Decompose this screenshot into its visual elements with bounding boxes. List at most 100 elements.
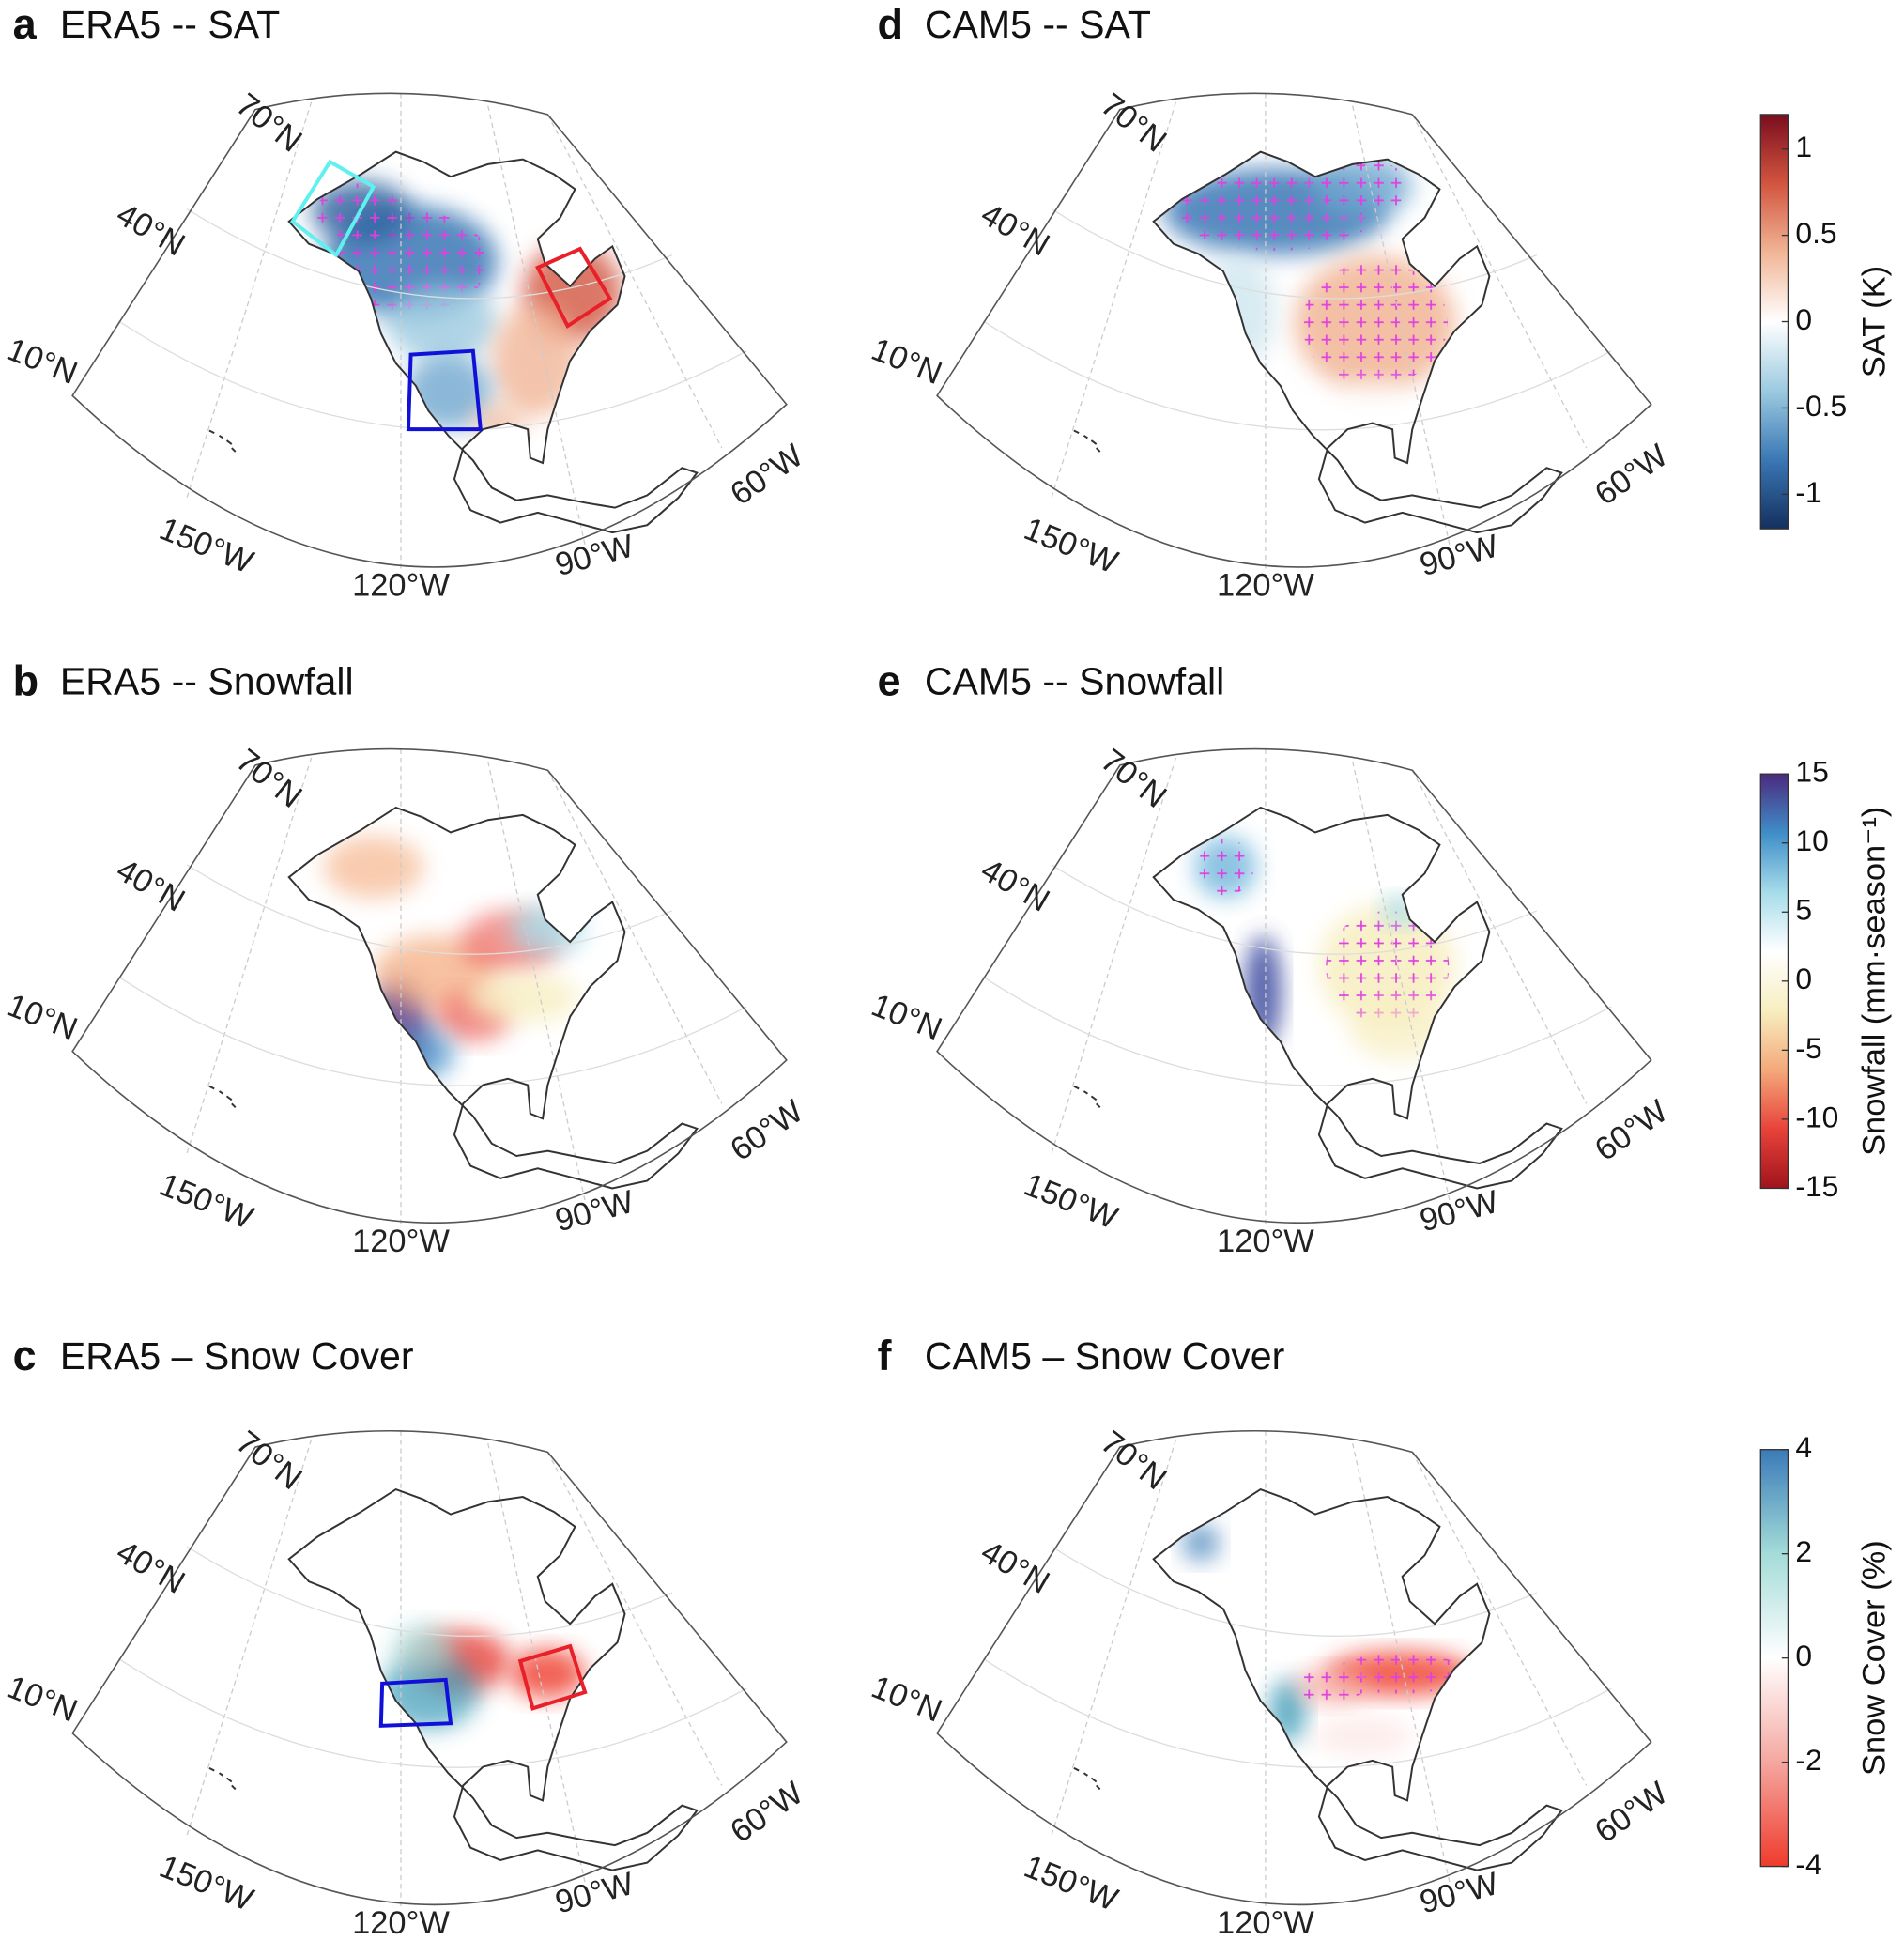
latitude-label: 40°N	[975, 196, 1055, 263]
parallel	[1051, 208, 1538, 300]
anomaly	[1244, 935, 1282, 1048]
longitude-label: 120°W	[1217, 568, 1314, 604]
colorbar-tick-label: 4	[1795, 1430, 1812, 1464]
longitude-label: 90°W	[551, 1866, 637, 1921]
anomaly	[1182, 1524, 1220, 1562]
meridian	[1411, 769, 1588, 1104]
panel-letter: c	[13, 1332, 37, 1379]
colorbar-tick-label: -15	[1795, 1169, 1838, 1203]
latitude-label: 70°N	[229, 86, 308, 159]
parallel	[982, 976, 1612, 1086]
field	[1194, 836, 1456, 1060]
islands	[208, 1767, 237, 1791]
islands	[208, 1085, 237, 1109]
latitude-label: 40°N	[975, 1534, 1055, 1601]
colorbar-tick-label: 15	[1795, 755, 1828, 789]
anomaly	[467, 973, 579, 1024]
field	[1163, 155, 1456, 417]
field	[311, 180, 622, 442]
colorbar-tick-label: 0	[1795, 1639, 1812, 1672]
longitude-label: 90°W	[1416, 1866, 1502, 1921]
meridian	[1051, 1439, 1177, 1836]
latitude-label: 40°N	[975, 852, 1055, 918]
region-box	[290, 159, 376, 258]
longitude-label: 90°W	[551, 528, 637, 583]
meridian	[1051, 757, 1177, 1154]
map: 70°N 40°N 10°N 150°W 120°W 90°W 60°W	[2, 86, 810, 603]
meridian	[1352, 105, 1451, 546]
region-box	[517, 1643, 588, 1711]
colorbar-label: Snow Cover (%)	[1857, 1540, 1893, 1776]
colorbar-tick-label: 0	[1795, 302, 1812, 336]
region-box	[535, 246, 613, 330]
map-frame	[936, 747, 1652, 1224]
field	[379, 1624, 586, 1730]
significance	[1302, 261, 1449, 386]
significance	[1317, 158, 1407, 215]
significance	[1326, 910, 1450, 1024]
anomaly	[1337, 379, 1413, 417]
anomaly	[510, 1648, 586, 1699]
latitude-label: 70°N	[1094, 743, 1173, 815]
meridian	[546, 114, 723, 449]
longitude-label: 120°W	[352, 568, 450, 604]
anomaly	[386, 285, 499, 362]
longitude-label: 90°W	[1416, 1184, 1502, 1240]
parallel	[117, 1657, 747, 1768]
field	[323, 836, 586, 1079]
longitude-label: 120°W	[352, 1905, 450, 1941]
panel-letter: b	[13, 657, 39, 705]
map: 70°N 40°N 10°N 150°W 120°W 90°W 60°W	[867, 86, 1675, 603]
meridian	[1051, 101, 1177, 499]
longitude-label: 120°W	[352, 1224, 450, 1259]
colorbar-tick-label: 5	[1795, 893, 1812, 927]
meridian	[1352, 761, 1451, 1201]
colorbar-label: Snowfall (mm·season⁻¹)	[1857, 807, 1893, 1156]
map: 70°N 40°N 10°N 150°W 120°W 90°W 60°W	[2, 743, 810, 1259]
longitude-label: 150°W	[1019, 1849, 1123, 1918]
map-frame	[936, 1429, 1652, 1906]
coastline	[287, 806, 699, 1190]
map-frame	[71, 747, 788, 1224]
parallel	[186, 208, 673, 300]
anomaly	[510, 904, 586, 955]
longitude-label: 60°W	[724, 1775, 809, 1850]
islands	[1073, 1085, 1101, 1109]
panel-title: CAM5 – Snow Cover	[925, 1334, 1284, 1378]
longitude-label: 150°W	[1019, 511, 1123, 580]
map: 70°N 40°N 10°N 150°W 120°W 90°W 60°W	[2, 1425, 810, 1941]
islands	[208, 429, 237, 453]
coastline	[287, 150, 699, 534]
significance	[1197, 839, 1254, 896]
coastline	[1152, 150, 1563, 534]
meridian	[546, 1452, 723, 1786]
longitude-label: 60°W	[724, 1093, 809, 1168]
latitude-label: 70°N	[229, 1425, 308, 1497]
map: 70°N 40°N 10°N 150°W 120°W 90°W 60°W	[867, 743, 1675, 1259]
coastline	[1152, 806, 1563, 1190]
panel-letter: f	[877, 1332, 892, 1379]
parallel	[982, 1657, 1612, 1768]
coastline	[287, 1487, 699, 1871]
longitude-label: 60°W	[1589, 438, 1674, 513]
panel-title: CAM5 -- Snowfall	[925, 660, 1224, 703]
islands	[1073, 429, 1101, 453]
panel-title: ERA5 -- Snowfall	[60, 660, 354, 703]
panel-letter: e	[877, 657, 900, 705]
colorbar-tick-label: -1	[1795, 475, 1821, 509]
colorbar-label: SAT (K)	[1857, 266, 1893, 377]
meridian	[546, 769, 723, 1104]
latitude-label: 10°N	[2, 1670, 83, 1730]
latitude-label: 40°N	[110, 196, 191, 263]
longitude-label: 150°W	[154, 1849, 258, 1918]
longitude-label: 150°W	[154, 1167, 258, 1237]
field	[1182, 1524, 1475, 1755]
latitude-label: 40°N	[110, 1534, 191, 1601]
anomaly	[1201, 254, 1276, 367]
meridian	[487, 761, 586, 1201]
longitude-label: 120°W	[1217, 1224, 1314, 1259]
map: 70°N 40°N 10°N 150°W 120°W 90°W 60°W	[867, 1425, 1675, 1941]
colorbar-tick-label: -2	[1795, 1743, 1821, 1777]
longitude-label: 60°W	[1589, 1093, 1674, 1168]
